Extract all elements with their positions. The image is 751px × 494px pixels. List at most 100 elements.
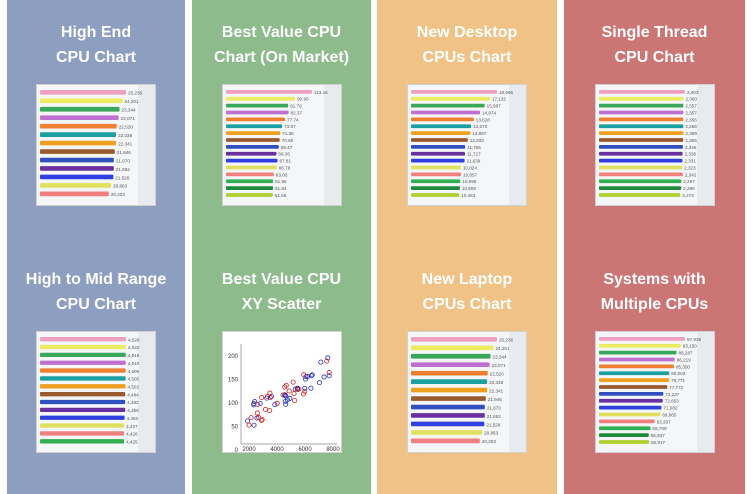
bar: [225, 165, 277, 170]
tile-high-end-cpu-chart[interactable]: High End CPU Chart 25,236 24,201 23,344 23,…: [7, 0, 185, 247]
x-tick-label: 2000: [242, 447, 256, 452]
bar: [411, 396, 486, 401]
scatter-point: [251, 422, 257, 428]
chart-thumbnail[interactable]: 113.16 90.90 81.79 82.37 77.74 73.87 71.35 70.6…: [221, 84, 342, 206]
column-4: Single Thread CPU Chart 2,403 2,360 2,357 2…: [564, 0, 745, 494]
tile-title-line1: Single Thread: [601, 24, 708, 41]
scatter-point: [266, 390, 272, 396]
x-tick-label: 4000: [270, 447, 284, 452]
tile-title-line1: New Laptop: [421, 271, 513, 288]
bar-value-label: 10,463: [461, 193, 475, 198]
bar: [598, 343, 681, 348]
chart-thumbnail[interactable]: 4,526 4,520 4,516 4,510 4,506 4,505 4,502 4,484…: [36, 331, 156, 453]
scatter-thumbnail[interactable]: 200 150 100 50 0 2000 4000 6000 8000: [221, 331, 342, 453]
bar-value-label: 88,287: [678, 351, 692, 356]
bar: [411, 103, 485, 108]
bar: [40, 344, 126, 350]
scatter-point: [292, 386, 298, 392]
bar: [411, 165, 461, 170]
bar-value-label: 20,203: [111, 192, 125, 197]
tile-title-line2: CPU Chart: [55, 49, 136, 66]
tile-title-line2: XY Scatter: [241, 296, 322, 313]
scatter-axes: [240, 344, 337, 445]
bar-value-label: 72,653: [664, 399, 678, 404]
scatter-point: [294, 385, 300, 391]
scatter-point: [326, 370, 332, 376]
bar-value-label: 113.16: [314, 90, 328, 95]
x-tick-label: 8000: [326, 447, 340, 452]
bar-value-label: 61.95: [275, 179, 287, 184]
scatter-point: [254, 401, 260, 407]
y-tick-label: 200: [227, 354, 238, 360]
bar: [40, 140, 117, 146]
tile-best-value-cpu-chart[interactable]: Best Value CPU Chart (On Market) 113.16 9…: [192, 0, 371, 247]
bar: [598, 158, 682, 163]
tile-best-value-cpu-xy-scatter[interactable]: Best Value CPU XY Scatter 200 150 100 50 0 20…: [192, 247, 371, 494]
bar-value-label: 2,403: [687, 90, 699, 95]
bar-value-label: 93,150: [682, 344, 696, 349]
tile-single-thread-cpu-chart[interactable]: Single Thread CPU Chart 2,403 2,360 2,357 2…: [564, 0, 745, 247]
bar: [411, 179, 461, 184]
chart-thumbnail[interactable]: 25,236 24,201 23,344 23,071 22,520 22,338 22,3…: [407, 331, 527, 453]
column-1: High End CPU Chart 25,236 24,201 23,344 23,…: [7, 0, 185, 494]
bar: [598, 117, 683, 122]
y-tick-label: 0: [234, 448, 238, 452]
bar-value-label: 12,333: [470, 138, 484, 143]
bar-value-label: 22,520: [119, 125, 133, 130]
bar: [225, 193, 273, 197]
chart-thumbnail[interactable]: 25,236 24,201 23,344 23,071 22,520 22,338 22,3…: [36, 84, 156, 206]
bar-value-label: 23,071: [121, 116, 135, 121]
chart-thumbnail[interactable]: 2,403 2,360 2,357 2,357 2,356 2,356 2,359 2,355…: [594, 84, 715, 206]
bar: [40, 407, 126, 413]
bar-value-label: 71.35: [282, 131, 294, 136]
chart-thumbnail[interactable]: 18,666 17,132 15,987 14,974 13,628 13,070 12,8…: [407, 84, 527, 206]
bar-value-label: 21,528: [115, 175, 129, 180]
tile-new-laptop-cpus-chart[interactable]: New Laptop CPUs Chart 25,236 24,201 23,344…: [377, 247, 557, 494]
bar-value-label: 4,505: [128, 377, 140, 382]
bar-value-label: 21,652: [116, 167, 130, 172]
scatter-point: [316, 380, 322, 386]
bar: [411, 145, 466, 149]
bar-value-label: 2,331: [684, 159, 696, 164]
bar-value-label: 14,974: [482, 110, 496, 115]
bar: [225, 117, 285, 122]
bar: [40, 360, 126, 365]
bar-value-label: 4,506: [128, 369, 140, 374]
bar: [598, 90, 685, 94]
scatter-point: [307, 385, 313, 391]
bar-value-label: 4,486: [127, 408, 139, 413]
bar: [40, 337, 126, 342]
bar: [598, 96, 683, 101]
bar: [598, 440, 649, 444]
bar: [411, 96, 490, 101]
bar-value-label: 2,359: [685, 131, 697, 136]
bar-value-label: 69.47: [280, 145, 292, 150]
bar-value-label: 17,132: [492, 97, 506, 102]
tile-systems-with-multiple-cpus[interactable]: Systems with Multiple CPUs 97,939 93,150 8…: [564, 247, 745, 494]
bar: [411, 362, 490, 368]
bar: [225, 186, 273, 191]
tile-high-to-mid-range-cpu-chart[interactable]: High to Mid Range CPU Chart 4,526 4,520 4,…: [7, 247, 185, 494]
bar: [598, 412, 660, 417]
bar: [225, 103, 288, 108]
bar: [40, 166, 114, 171]
bar: [411, 110, 480, 115]
bar-value-label: 21,652: [487, 414, 501, 419]
x-tick-label: 6000: [298, 447, 312, 452]
bar: [598, 419, 655, 424]
scatter-point: [246, 422, 252, 428]
bar-value-label: 15,987: [487, 104, 501, 109]
bar: [598, 398, 663, 403]
bar: [598, 145, 683, 149]
bar-value-label: 4,510: [128, 361, 140, 366]
chart-thumbnail[interactable]: 97,939 93,150 88,287 86,219 85,350 80,003 79,7…: [594, 331, 715, 453]
scatter-point: [263, 395, 269, 401]
bar-value-label: 23,071: [492, 363, 506, 368]
bar-value-label: 25,236: [128, 91, 142, 96]
bar-value-label: 2,273: [682, 193, 694, 198]
bar: [225, 124, 282, 129]
bar: [40, 399, 126, 405]
bar-value-label: 11,755: [467, 145, 481, 150]
tile-new-desktop-cpus-chart[interactable]: New Desktop CPUs Chart 18,666 17,132 15,98…: [377, 0, 557, 247]
bar-value-label: 21,946: [117, 150, 131, 155]
